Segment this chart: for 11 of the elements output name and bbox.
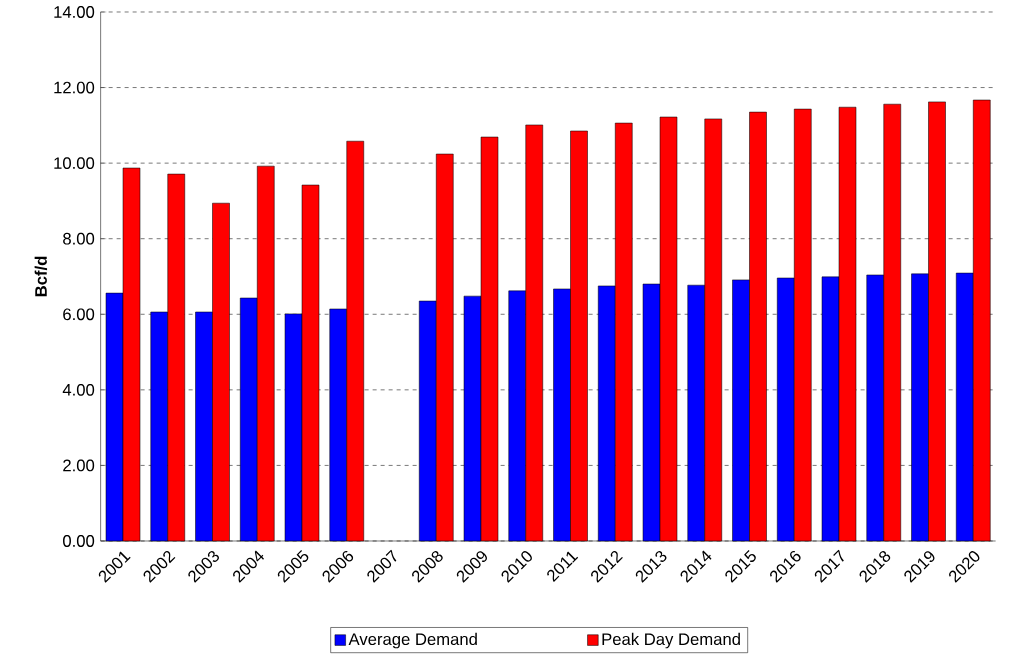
legend-label: Average Demand [348, 632, 477, 649]
y-axis-title: Bcf/d [34, 256, 48, 297]
y-tick-label: 0.00 [63, 535, 95, 547]
y-tick-label: 2.00 [63, 459, 95, 472]
legend-label: Peak Day Demand [602, 632, 740, 649]
y-tick-label: 6.00 [63, 308, 95, 321]
y-tick-label: 12.00 [54, 81, 95, 94]
y-tick-label: 4.00 [62, 383, 95, 396]
y-tick-label: 8.00 [63, 232, 95, 245]
y-tick-label: 10.00 [54, 157, 95, 170]
y-tick-label: 14.00 [54, 6, 95, 18]
